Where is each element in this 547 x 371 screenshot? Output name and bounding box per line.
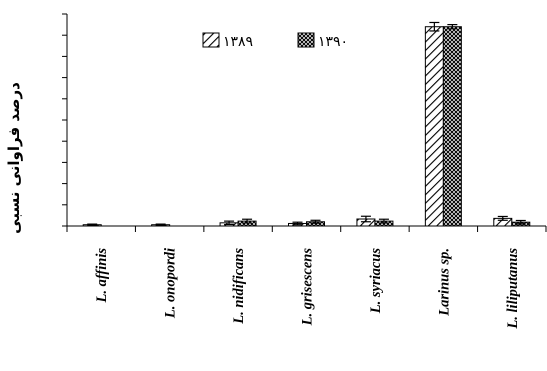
x-tick-label: L. nidificans (231, 248, 247, 325)
legend-swatch-series-1 (202, 32, 220, 48)
x-tick-label: L. liliputanus (505, 248, 521, 330)
x-tick-label: L. grisescens (300, 248, 316, 327)
bar-series-2 (442, 26, 462, 227)
x-tick-label: L. syriacus (368, 248, 384, 315)
legend-label-series-2: ۱۳۹۰ (318, 34, 348, 50)
x-tick-labels: L. affinis L. onopordi L. nidificans L. gri… (94, 248, 521, 330)
x-tick-label: L. onopordi (163, 248, 179, 319)
legend: ۱۳۸۹ ۱۳۹۰ (202, 32, 348, 50)
x-axis (66, 225, 547, 232)
bars (82, 26, 531, 227)
y-axis (62, 13, 68, 227)
x-tick-label: L. affinis (94, 248, 110, 304)
x-tick-label: Larinus sp. (436, 248, 452, 317)
y-axis-label: درصد فراوانی نسبی (5, 82, 23, 234)
error-bars (87, 21, 526, 226)
legend-swatch-series-2 (297, 32, 315, 48)
legend-label-series-1: ۱۳۸۹ (223, 34, 253, 50)
bar-series-1 (424, 26, 444, 227)
